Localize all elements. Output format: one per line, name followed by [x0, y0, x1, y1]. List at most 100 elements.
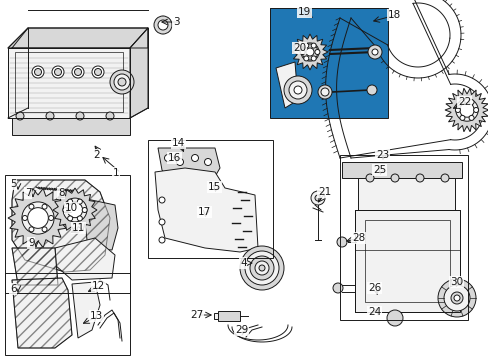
- Circle shape: [176, 158, 183, 166]
- Circle shape: [293, 86, 302, 94]
- Circle shape: [303, 56, 308, 61]
- Circle shape: [76, 112, 84, 120]
- Circle shape: [32, 66, 44, 78]
- Text: 23: 23: [375, 150, 388, 160]
- Circle shape: [317, 85, 331, 99]
- Circle shape: [118, 78, 126, 86]
- Text: 18: 18: [387, 10, 401, 20]
- Text: 8: 8: [58, 188, 64, 198]
- Circle shape: [336, 237, 346, 247]
- Circle shape: [454, 108, 459, 113]
- Circle shape: [459, 103, 473, 117]
- Polygon shape: [12, 248, 58, 285]
- Text: 26: 26: [367, 283, 381, 293]
- Circle shape: [159, 197, 164, 203]
- Polygon shape: [8, 48, 130, 118]
- Circle shape: [240, 246, 284, 290]
- Text: 25: 25: [372, 165, 386, 175]
- Text: 15: 15: [207, 182, 221, 192]
- Circle shape: [249, 256, 273, 280]
- Circle shape: [455, 99, 477, 121]
- Text: 9: 9: [28, 238, 35, 248]
- Circle shape: [35, 68, 41, 76]
- Circle shape: [22, 216, 27, 220]
- Circle shape: [459, 100, 464, 105]
- Circle shape: [114, 74, 130, 90]
- Polygon shape: [357, 178, 454, 210]
- Polygon shape: [72, 282, 100, 338]
- Circle shape: [386, 310, 402, 326]
- Text: 17: 17: [198, 207, 211, 217]
- Circle shape: [310, 56, 316, 61]
- Bar: [148, 140, 272, 258]
- Circle shape: [72, 66, 84, 78]
- Circle shape: [164, 154, 171, 162]
- Circle shape: [310, 43, 316, 48]
- Polygon shape: [12, 180, 110, 272]
- Text: 5: 5: [10, 179, 17, 189]
- Circle shape: [244, 251, 279, 285]
- Polygon shape: [8, 188, 68, 248]
- Polygon shape: [12, 278, 72, 348]
- Circle shape: [284, 76, 311, 104]
- Text: 28: 28: [351, 233, 365, 243]
- Circle shape: [459, 116, 464, 120]
- Circle shape: [52, 66, 64, 78]
- Text: 22: 22: [457, 97, 470, 107]
- Circle shape: [110, 70, 134, 94]
- Text: 3: 3: [173, 17, 179, 27]
- Circle shape: [42, 204, 47, 209]
- Circle shape: [468, 100, 473, 105]
- Circle shape: [62, 207, 68, 212]
- Polygon shape: [130, 28, 148, 118]
- Circle shape: [22, 202, 54, 234]
- Polygon shape: [158, 148, 220, 188]
- Polygon shape: [55, 238, 115, 280]
- Circle shape: [367, 45, 381, 59]
- Circle shape: [16, 112, 24, 120]
- Circle shape: [42, 227, 47, 232]
- Text: 13: 13: [90, 311, 103, 321]
- Circle shape: [254, 261, 268, 275]
- Circle shape: [29, 227, 34, 232]
- Text: 16: 16: [168, 153, 181, 163]
- Circle shape: [154, 16, 172, 34]
- Circle shape: [300, 43, 319, 61]
- Circle shape: [159, 219, 164, 225]
- Circle shape: [74, 68, 81, 76]
- Polygon shape: [275, 62, 297, 108]
- Bar: [354, 210, 459, 312]
- Circle shape: [259, 265, 264, 271]
- Circle shape: [106, 112, 114, 120]
- Circle shape: [29, 204, 34, 209]
- Circle shape: [191, 154, 198, 162]
- Bar: [214, 313, 218, 319]
- Text: 29: 29: [235, 325, 248, 335]
- Circle shape: [48, 216, 54, 220]
- Circle shape: [303, 43, 308, 48]
- Bar: [5, 273, 130, 355]
- Circle shape: [300, 50, 305, 54]
- Circle shape: [437, 279, 475, 317]
- Circle shape: [320, 88, 328, 96]
- Text: 4: 4: [240, 258, 246, 268]
- Circle shape: [310, 191, 325, 205]
- Text: 24: 24: [367, 307, 381, 317]
- Circle shape: [54, 68, 61, 76]
- Bar: [339, 155, 467, 320]
- Circle shape: [63, 198, 87, 222]
- Polygon shape: [53, 188, 97, 232]
- Circle shape: [304, 46, 315, 58]
- Circle shape: [314, 50, 319, 54]
- Circle shape: [77, 199, 82, 204]
- Circle shape: [332, 283, 342, 293]
- Circle shape: [365, 174, 373, 182]
- Circle shape: [302, 44, 317, 60]
- Polygon shape: [444, 88, 488, 132]
- Circle shape: [28, 208, 48, 228]
- Circle shape: [390, 174, 398, 182]
- Circle shape: [77, 216, 82, 221]
- Polygon shape: [82, 198, 118, 250]
- Circle shape: [305, 48, 313, 56]
- Polygon shape: [354, 210, 459, 312]
